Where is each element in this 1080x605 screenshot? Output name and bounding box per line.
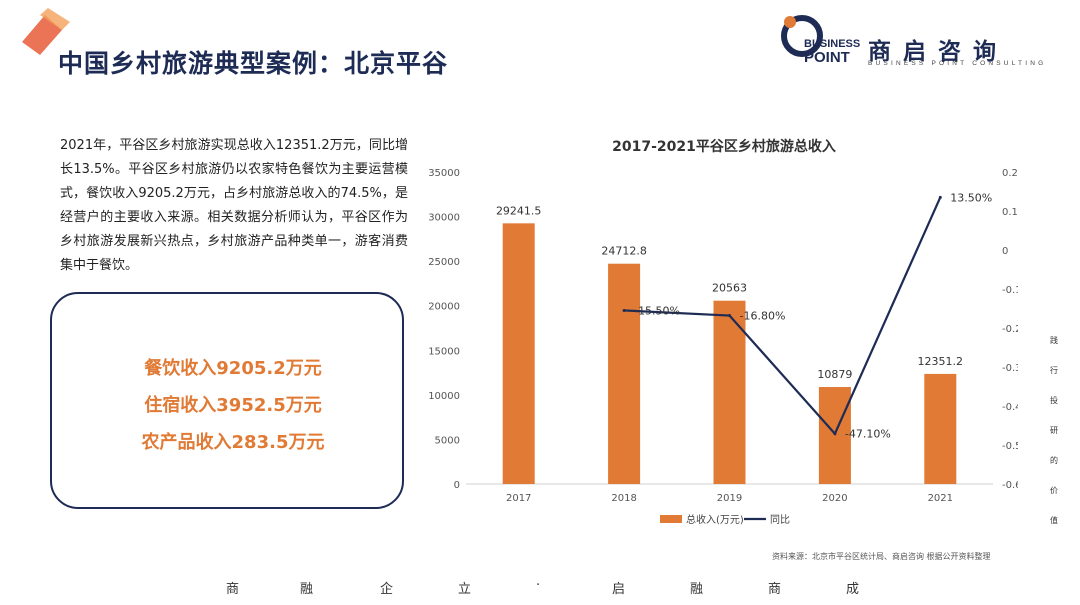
bar-value-label: 24712.8: [601, 245, 647, 258]
bar-value-label: 10879: [817, 368, 852, 381]
side-char: 行: [1050, 366, 1058, 375]
left-axis-tick-label: 25000: [428, 257, 460, 268]
chart-title: 2017-2021平谷区乡村旅游总收入: [612, 138, 836, 155]
revenue-bar-2017: [502, 223, 535, 484]
right-axis-tick-label: 0.1: [1002, 207, 1018, 218]
side-vertical-text: 践 行 投 研 的 价 值: [1046, 335, 1062, 545]
slogan-char: 商: [768, 582, 782, 597]
side-char: 价: [1050, 486, 1058, 495]
highlight-box: 餐饮收入9205.2万元 住宿收入3952.5万元 农产品收入283.5万元: [50, 292, 404, 509]
side-char: 投: [1050, 396, 1058, 405]
side-char: 的: [1050, 456, 1058, 465]
revenue-bar-2018: [608, 263, 641, 484]
yoy-point-2018: [622, 308, 626, 312]
left-axis-tick-label: 30000: [428, 213, 460, 224]
slogan-char: 商: [226, 582, 240, 597]
corner-decoration: [22, 8, 70, 55]
revenue-bar-2020: [818, 387, 851, 484]
side-char: 践: [1050, 336, 1058, 345]
yoy-point-2019: [728, 314, 731, 318]
left-axis-tick-label: 20000: [428, 302, 460, 313]
yoy-value-label: -16.80%: [740, 310, 786, 323]
yoy-value-label: 13.50%: [950, 191, 992, 204]
source-note: 资料来源：北京市平谷区统计局、商启咨询 根据公开资料整理: [772, 552, 991, 561]
slogan-char: 成: [846, 582, 860, 597]
slogan-char: 立: [458, 582, 472, 597]
revenue-bar-2021: [924, 373, 957, 484]
legend-label-yoy: 同比: [770, 514, 790, 526]
x-axis-tick-label: 2021: [928, 493, 953, 504]
page-title: 中国乡村旅游典型案例：北京平谷: [58, 49, 449, 78]
x-axis-tick-label: 2019: [717, 493, 742, 504]
left-axis-tick-label: 10000: [428, 391, 460, 402]
slogan-char: 启: [612, 582, 626, 597]
right-axis-tick-label: -0.2: [1002, 324, 1018, 335]
yoy-series-line: [624, 196, 942, 436]
left-axis-tick-label: 35000: [428, 168, 460, 179]
revenue-bar-2019: [713, 300, 746, 484]
yoy-value-label: -15.50%: [634, 304, 680, 317]
slogan-char: 融: [300, 582, 314, 597]
left-axis-tick-label: 0: [454, 480, 460, 491]
logo-ring-icon: [781, 15, 823, 57]
yoy-point-2020: [833, 432, 837, 436]
intro-paragraph: 2021年，平谷区乡村旅游实现总收入12351.2万元，同比增长13.5%。平谷…: [60, 138, 408, 273]
slogan-char: 融: [690, 582, 704, 597]
right-axis-tick-label: -0.3: [1002, 363, 1018, 374]
footer-slogan: 商 融 企 立 · 启 融 商 成: [0, 578, 1080, 598]
legend-swatch-revenue: [660, 515, 682, 523]
logo-text-point: POINT: [804, 49, 850, 66]
left-axis-tick-label: 15000: [428, 346, 460, 357]
legend-label-revenue: 总收入(万元): [686, 513, 744, 526]
slogan-char: ·: [536, 578, 541, 593]
yoy-point-2021: [938, 195, 942, 199]
right-axis-tick-label: -0.4: [1002, 402, 1018, 413]
yoy-value-label: -47.10%: [845, 428, 891, 441]
highlight-catering: 餐饮收入9205.2万元: [144, 358, 322, 379]
right-axis-tick-label: -0.6: [1002, 480, 1018, 491]
revenue-chart: 2017-2021平谷区乡村旅游总收入 0 5000 10000 15000 20000…: [428, 138, 1018, 526]
logo-text-business: BUSINESS: [804, 38, 861, 50]
brand-logo: BUSINESS POINT 商启咨询 BUSINESS POINT CONSU…: [778, 14, 1058, 72]
right-axis-tick-label: 0: [1002, 246, 1008, 257]
side-char: 值: [1050, 516, 1058, 525]
logo-subtitle: BUSINESS POINT CONSULTING: [868, 60, 1047, 67]
highlight-accommodation: 住宿收入3952.5万元: [144, 395, 322, 416]
bar-value-label: 12351.2: [918, 355, 964, 368]
right-axis-tick-label: -0.1: [1002, 285, 1018, 296]
bar-value-label: 29241.5: [496, 204, 542, 217]
slogan-char: 企: [380, 582, 394, 597]
x-axis-tick-label: 2018: [611, 493, 636, 504]
x-axis-tick-label: 2017: [506, 493, 531, 504]
right-axis-tick-label: 0.2: [1002, 168, 1018, 179]
logo-chinese-name: 商启咨询: [868, 39, 1008, 65]
left-axis-tick-label: 5000: [435, 435, 460, 446]
highlight-agriculture: 农产品收入283.5万元: [141, 432, 325, 453]
x-axis-tick-label: 2020: [822, 493, 847, 504]
right-axis-tick-label: -0.5: [1002, 441, 1018, 452]
side-char: 研: [1050, 426, 1058, 435]
bar-value-label: 20563: [712, 282, 747, 295]
